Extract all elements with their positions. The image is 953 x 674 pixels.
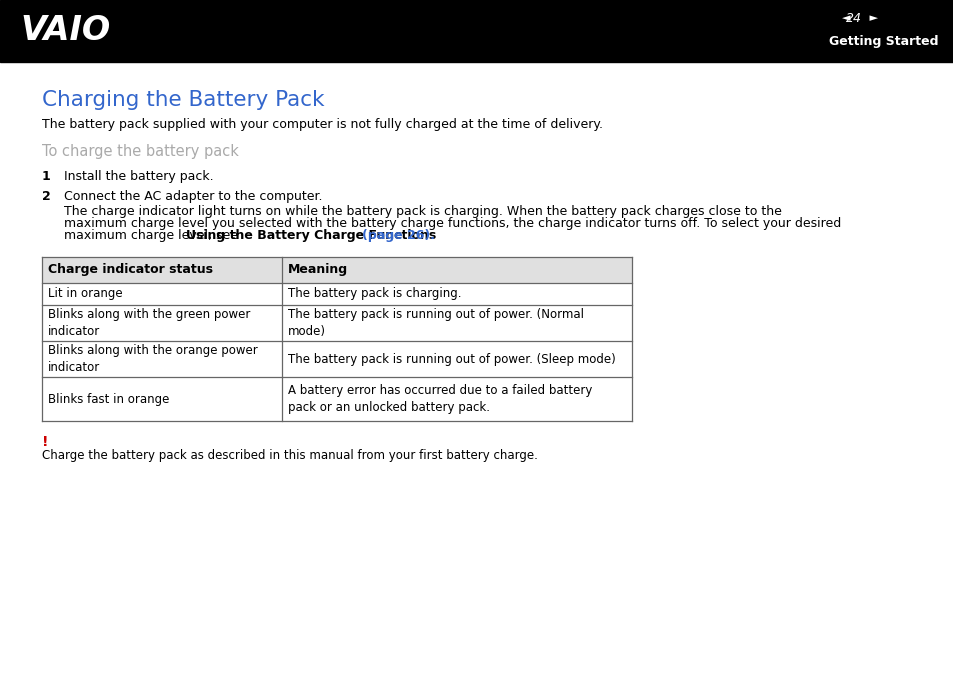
Text: Using the Battery Charge Functions: Using the Battery Charge Functions: [186, 229, 440, 242]
Text: ►: ►: [865, 13, 877, 23]
Bar: [42, 305, 631, 341]
Bar: [42, 283, 631, 305]
Text: Install the battery pack.: Install the battery pack.: [64, 170, 213, 183]
Bar: [0, 0, 953, 62]
Text: ◄: ◄: [841, 13, 853, 23]
Text: A battery error has occurred due to a failed battery
pack or an unlocked battery: A battery error has occurred due to a fa…: [288, 384, 592, 415]
Text: The battery pack supplied with your computer is not fully charged at the time of: The battery pack supplied with your comp…: [42, 118, 602, 131]
Text: !: !: [42, 435, 49, 449]
Text: Meaning: Meaning: [288, 264, 348, 276]
Text: Charge indicator status: Charge indicator status: [48, 264, 213, 276]
Text: The battery pack is running out of power. (Sleep mode): The battery pack is running out of power…: [288, 353, 615, 365]
Text: Blinks along with the orange power
indicator: Blinks along with the orange power indic…: [48, 344, 257, 374]
Text: maximum charge level you selected with the battery charge functions, the charge : maximum charge level you selected with t…: [64, 217, 841, 230]
Text: The battery pack is running out of power. (Normal
mode): The battery pack is running out of power…: [288, 308, 583, 338]
Text: The charge indicator light turns on while the battery pack is charging. When the: The charge indicator light turns on whil…: [64, 205, 781, 218]
Text: maximum charge level, see: maximum charge level, see: [64, 229, 242, 242]
Bar: [42, 377, 631, 421]
Text: The battery pack is charging.: The battery pack is charging.: [288, 288, 461, 301]
Text: Charging the Battery Pack: Charging the Battery Pack: [42, 90, 324, 110]
Text: To charge the battery pack: To charge the battery pack: [42, 144, 238, 159]
Text: Blinks along with the green power
indicator: Blinks along with the green power indica…: [48, 308, 250, 338]
Text: Blinks fast in orange: Blinks fast in orange: [48, 392, 170, 406]
Text: Charge the battery pack as described in this manual from your first battery char: Charge the battery pack as described in …: [42, 449, 537, 462]
Text: Getting Started: Getting Started: [828, 36, 938, 49]
Text: VAIO: VAIO: [20, 15, 111, 47]
Text: Lit in orange: Lit in orange: [48, 288, 123, 301]
Text: 24: 24: [845, 11, 862, 24]
Text: 2: 2: [42, 190, 51, 203]
Text: (page 26).: (page 26).: [362, 229, 435, 242]
Bar: [42, 341, 631, 377]
Text: Connect the AC adapter to the computer.: Connect the AC adapter to the computer.: [64, 190, 322, 203]
Text: 1: 1: [42, 170, 51, 183]
Bar: [42, 257, 631, 283]
